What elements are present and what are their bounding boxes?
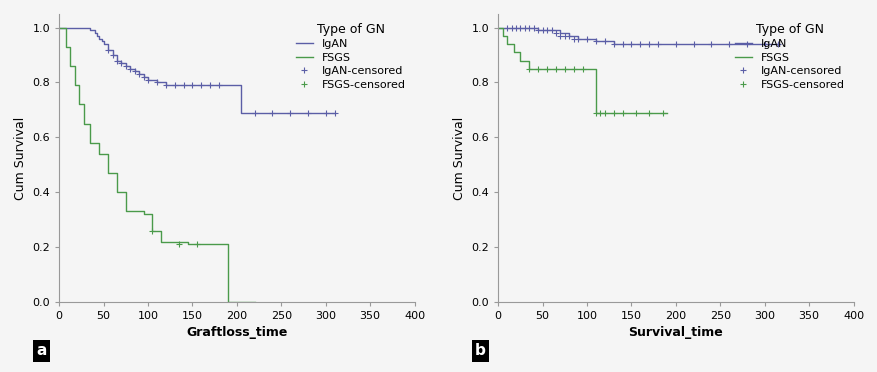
Text: a: a <box>36 343 46 358</box>
Legend: IgAN, FSGS, IgAN-censored, FSGS-censored: IgAN, FSGS, IgAN-censored, FSGS-censored <box>292 19 409 93</box>
X-axis label: Survival_time: Survival_time <box>628 327 723 340</box>
X-axis label: Graftloss_time: Graftloss_time <box>186 327 288 340</box>
Legend: IgAN, FSGS, IgAN-censored, FSGS-censored: IgAN, FSGS, IgAN-censored, FSGS-censored <box>731 19 847 93</box>
Y-axis label: Cum Survival: Cum Survival <box>453 116 466 199</box>
Y-axis label: Cum Survival: Cum Survival <box>14 116 27 199</box>
Text: b: b <box>474 343 485 358</box>
